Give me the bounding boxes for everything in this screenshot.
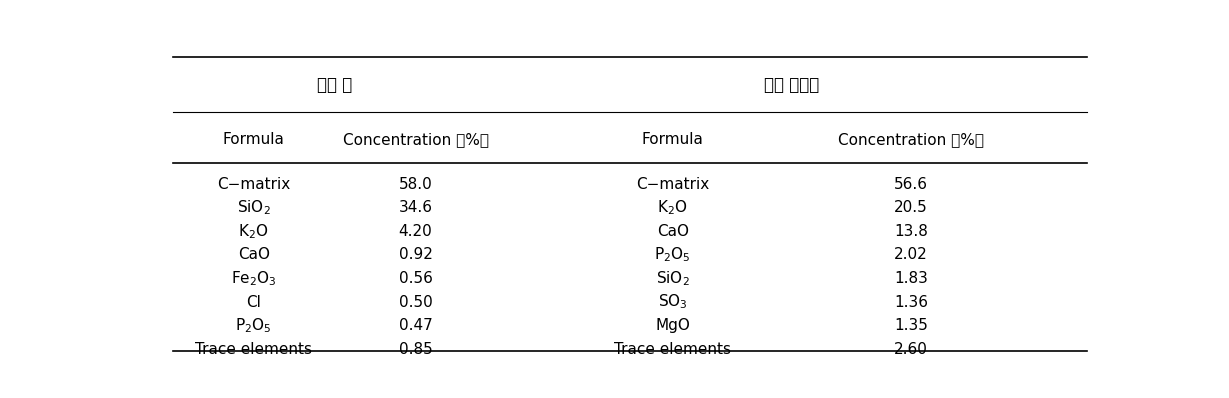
Text: SiO$_2$: SiO$_2$: [656, 269, 689, 288]
Text: Concentration （%）: Concentration （%）: [838, 132, 984, 147]
Text: K$_2$O: K$_2$O: [238, 222, 269, 241]
Text: SiO$_2$: SiO$_2$: [237, 198, 270, 217]
Text: Formula: Formula: [642, 132, 704, 147]
Text: Concentration （%）: Concentration （%）: [343, 132, 489, 147]
Text: Cl: Cl: [246, 295, 261, 310]
Text: 2.60: 2.60: [893, 342, 928, 357]
Text: 왕겨 숯: 왕겨 숯: [317, 76, 353, 94]
Text: 1.36: 1.36: [893, 295, 928, 310]
Text: 0.85: 0.85: [398, 342, 433, 357]
Text: 58.0: 58.0: [398, 177, 433, 191]
Text: P$_2$O$_5$: P$_2$O$_5$: [655, 246, 691, 264]
Text: Fe$_2$O$_3$: Fe$_2$O$_3$: [231, 269, 277, 288]
Text: K$_2$O: K$_2$O: [658, 198, 688, 217]
Text: 0.50: 0.50: [398, 295, 433, 310]
Text: 1.35: 1.35: [893, 318, 928, 333]
Text: 1.83: 1.83: [893, 271, 928, 286]
Text: Formula: Formula: [222, 132, 285, 147]
Text: P$_2$O$_5$: P$_2$O$_5$: [236, 316, 272, 335]
Text: C−matrix: C−matrix: [637, 177, 709, 191]
Text: Trace elements: Trace elements: [614, 342, 731, 357]
Text: 34.6: 34.6: [398, 200, 433, 215]
Text: C−matrix: C−matrix: [218, 177, 290, 191]
Text: 콩대 탄화물: 콩대 탄화물: [764, 76, 820, 94]
Text: 0.92: 0.92: [398, 248, 433, 262]
Text: 56.6: 56.6: [893, 177, 928, 191]
Text: MgO: MgO: [655, 318, 691, 333]
Text: 0.56: 0.56: [398, 271, 433, 286]
Text: 20.5: 20.5: [893, 200, 928, 215]
Text: CaO: CaO: [237, 248, 269, 262]
Text: 2.02: 2.02: [893, 248, 928, 262]
Text: 0.47: 0.47: [398, 318, 433, 333]
Text: 4.20: 4.20: [398, 224, 433, 239]
Text: CaO: CaO: [656, 224, 688, 239]
Text: SO$_3$: SO$_3$: [658, 293, 687, 312]
Text: 13.8: 13.8: [893, 224, 928, 239]
Text: Trace elements: Trace elements: [195, 342, 312, 357]
